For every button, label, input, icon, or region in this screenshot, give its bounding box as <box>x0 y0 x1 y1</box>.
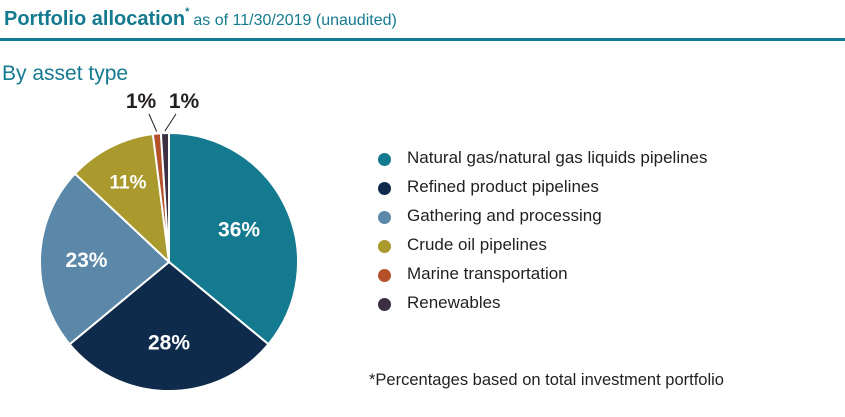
legend-swatch <box>378 153 391 166</box>
header: Portfolio allocation* as of 11/30/2019 (u… <box>0 4 845 41</box>
title-date: as of 11/30/2019 (unaudited) <box>193 12 397 29</box>
pie-label-gathering-and-processing: 23% <box>65 249 107 272</box>
title-asterisk: * <box>185 6 190 18</box>
pie-label-refined-product-pipelines: 28% <box>148 332 190 355</box>
legend-label: Natural gas/natural gas liquids pipeline… <box>407 148 708 167</box>
pie-label-crude-oil-pipelines: 11% <box>110 172 147 193</box>
pie-slice-crude-oil-pipelines <box>73 133 170 263</box>
header-rule <box>0 38 845 41</box>
legend-swatch <box>378 240 391 253</box>
legend-swatch <box>378 182 391 195</box>
pie-slice-renewables <box>159 132 170 263</box>
title-main: Portfolio allocation <box>4 8 186 30</box>
pie-leader-renewables <box>164 113 177 132</box>
legend-swatch <box>378 298 391 311</box>
legend-label: Renewables <box>407 293 501 312</box>
legend-label: Marine transportation <box>407 264 568 283</box>
footnote: *Percentages based on total investment p… <box>369 371 724 389</box>
page-title: Portfolio allocation* as of 11/30/2019 (u… <box>4 6 397 31</box>
pie-label-marine-transportation: 1% <box>126 90 157 113</box>
pie-leader-marine-transportation <box>148 113 158 132</box>
legend-label: Refined product pipelines <box>407 177 599 196</box>
pie-slice-refined-product-pipelines <box>68 261 270 392</box>
legend-label: Gathering and processing <box>407 206 602 225</box>
legend-swatch <box>378 211 391 224</box>
pie-label-natural-gas-natural-gas-liquids-pipelines: 36% <box>218 219 260 242</box>
pie-label-renewables: 1% <box>169 90 200 113</box>
pie-slice-natural-gas-natural-gas-liquids-pipelines <box>168 132 299 346</box>
legend-swatch <box>378 269 391 282</box>
pie-slice-gathering-and-processing <box>39 172 170 346</box>
legend-label: Crude oil pipelines <box>407 235 547 254</box>
section-title: By asset type <box>2 62 129 85</box>
